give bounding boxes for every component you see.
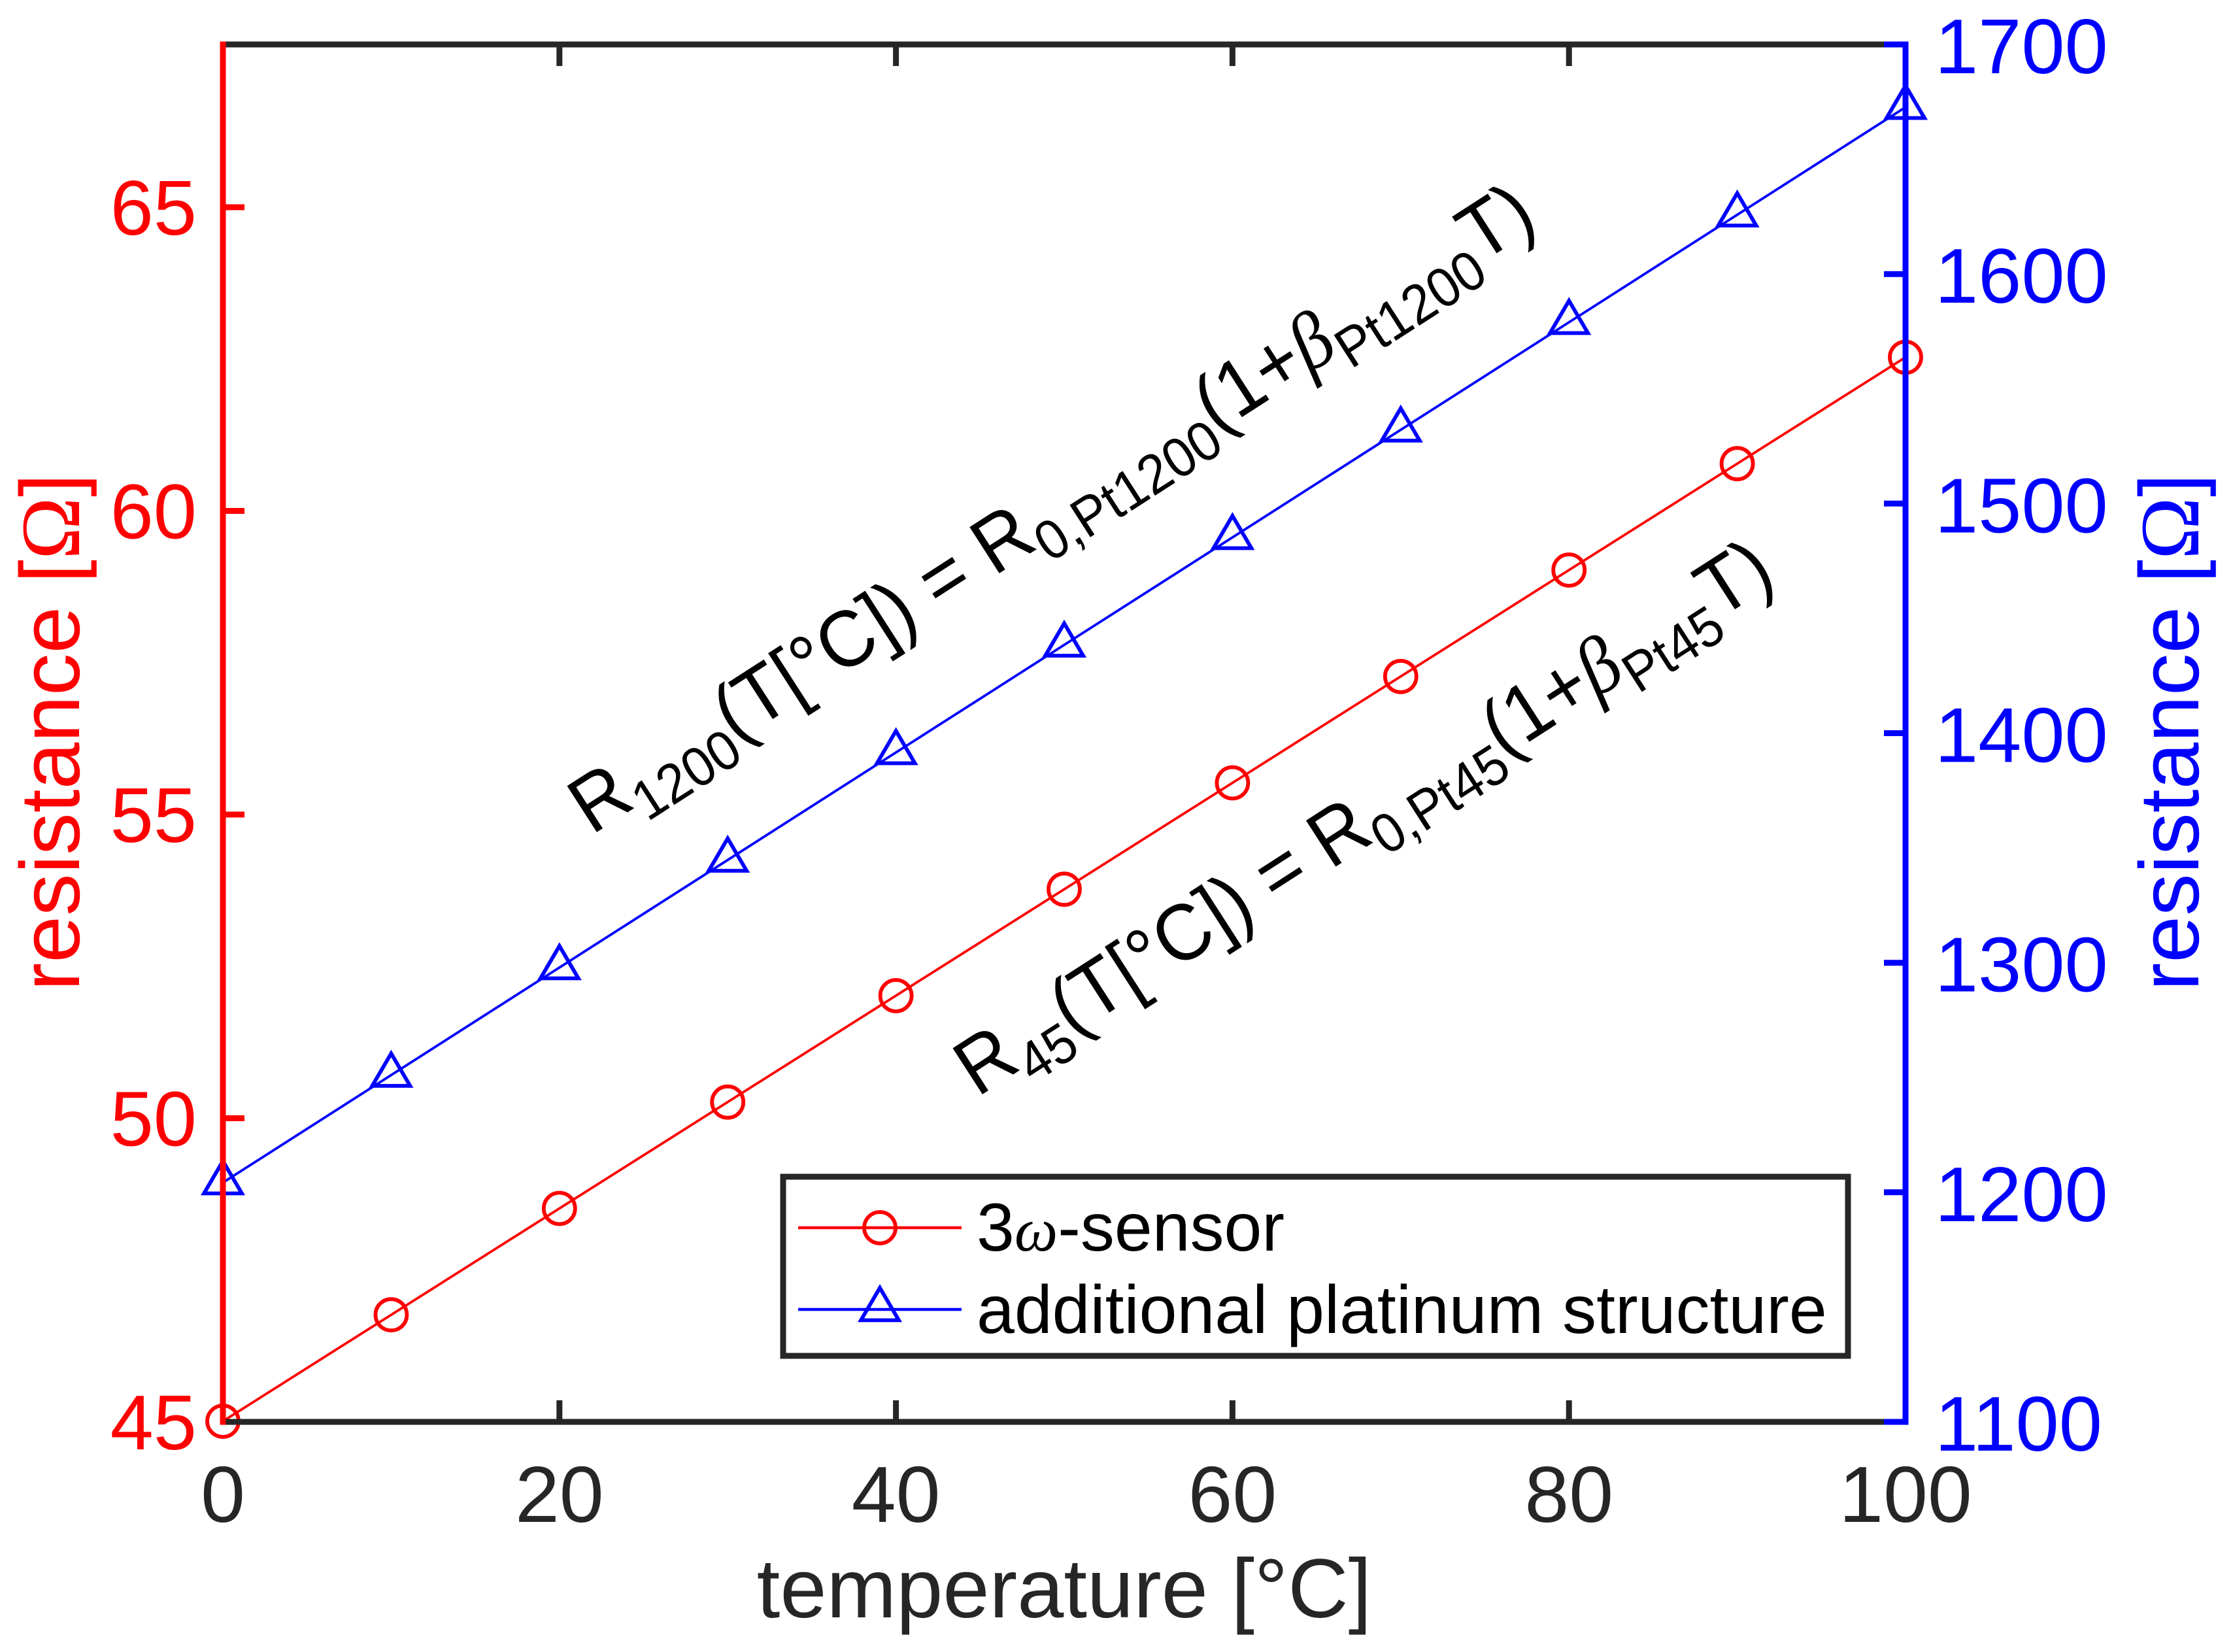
svg-text:45: 45 <box>110 1379 197 1466</box>
svg-text:0: 0 <box>201 1450 245 1539</box>
svg-text:50: 50 <box>110 1076 197 1163</box>
svg-text:20: 20 <box>515 1450 604 1539</box>
svg-text:additional platinum structure: additional platinum structure <box>977 1272 1827 1348</box>
svg-text:1400: 1400 <box>1935 692 2108 779</box>
svg-text:1100: 1100 <box>1935 1381 2102 1468</box>
svg-text:60: 60 <box>110 469 197 556</box>
svg-text:temperature [°C]: temperature [°C] <box>757 1542 1371 1636</box>
svg-text:40: 40 <box>852 1450 941 1539</box>
svg-text:1600: 1600 <box>1935 233 2108 320</box>
svg-text:resistance [Ω]: resistance [Ω] <box>3 473 97 990</box>
svg-text:1200: 1200 <box>1935 1151 2108 1238</box>
svg-text:1300: 1300 <box>1935 922 2108 1009</box>
svg-text:60: 60 <box>1188 1450 1277 1539</box>
svg-text:1500: 1500 <box>1935 462 2108 549</box>
svg-text:resistance [Ω]: resistance [Ω] <box>2123 473 2217 990</box>
svg-text:1700: 1700 <box>1935 3 2108 90</box>
svg-text:80: 80 <box>1524 1450 1613 1539</box>
svg-text:3ω-sensor: 3ω-sensor <box>977 1190 1284 1266</box>
svg-text:65: 65 <box>110 165 197 252</box>
svg-text:55: 55 <box>110 772 197 859</box>
svg-text:100: 100 <box>1839 1450 1972 1539</box>
